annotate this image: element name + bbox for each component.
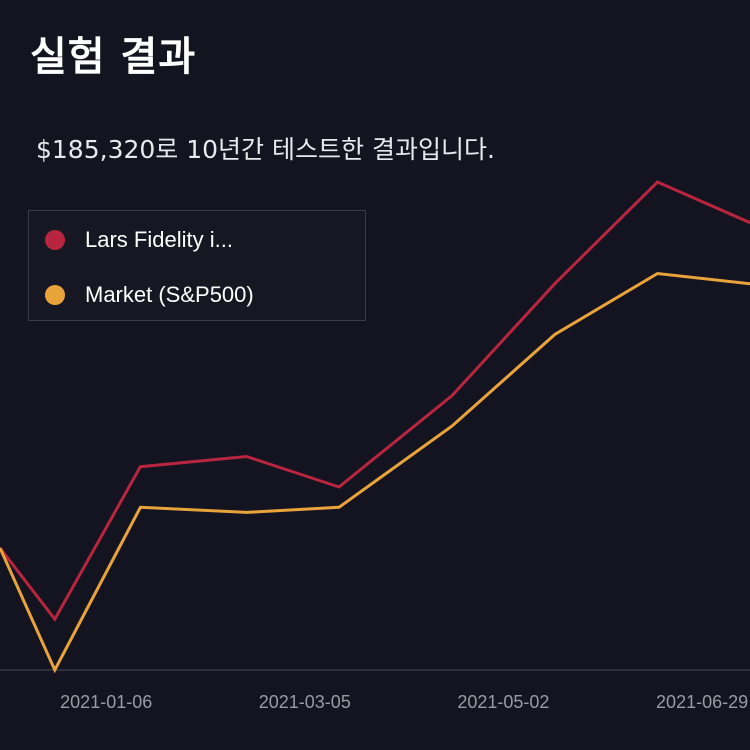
chart-legend: Lars Fidelity i... Market (S&P500): [28, 210, 366, 321]
legend-label-market: Market (S&P500): [85, 282, 254, 307]
page-title: 실험 결과: [30, 34, 197, 80]
x-tick-labels: 2021-01-06 2021-03-05 2021-05-02 2021-06-29: [60, 692, 748, 712]
series-line-1[interactable]: [0, 271, 750, 674]
x-tick-label: 2021-03-05: [259, 692, 351, 712]
legend-item-lars[interactable]: Lars Fidelity i...: [45, 227, 233, 253]
page-subtitle: $185,320로 10년간 테스트한 결과입니다.: [36, 135, 495, 164]
x-tick-label: 2021-01-06: [60, 692, 152, 712]
series-line-0[interactable]: [0, 180, 750, 622]
legend-label-lars: Lars Fidelity i...: [85, 227, 233, 252]
legend-dot-market: [45, 285, 65, 305]
x-tick-label: 2021-06-29: [656, 692, 748, 712]
legend-dot-lars: [45, 230, 65, 250]
x-tick-label: 2021-05-02: [457, 692, 549, 712]
series-layer: [0, 180, 750, 674]
legend-item-market[interactable]: Market (S&P500): [45, 282, 254, 308]
